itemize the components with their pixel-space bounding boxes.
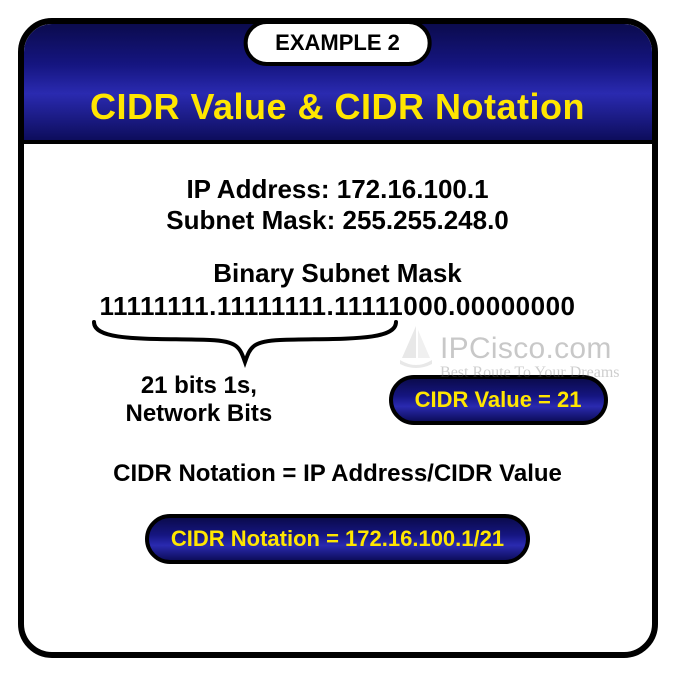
binary-title: Binary Subnet Mask xyxy=(48,258,628,289)
example-tab: EXAMPLE 2 xyxy=(243,20,432,66)
cidr-value-pill: CIDR Value = 21 xyxy=(389,375,608,425)
cidr-notation-pill-text: CIDR Notation = 172.16.100.1/21 xyxy=(171,526,504,551)
bits-line2: Network Bits xyxy=(126,400,273,428)
ip-value: 172.16.100.1 xyxy=(337,174,489,204)
content-area: IP Address: 172.16.100.1 Subnet Mask: 25… xyxy=(24,148,652,652)
ip-label: IP Address: xyxy=(186,174,336,204)
bits-line1: 21 bits 1s, xyxy=(126,372,273,400)
brace-row xyxy=(48,320,628,376)
cidr-value-pill-text: CIDR Value = 21 xyxy=(415,387,582,412)
mid-row: 21 bits 1s, Network Bits CIDR Value = 21 xyxy=(48,372,628,428)
ip-mask-block: IP Address: 172.16.100.1 Subnet Mask: 25… xyxy=(48,174,628,236)
formula-text: CIDR Notation = IP Address/CIDR Value xyxy=(48,460,628,488)
header-title: CIDR Value & CIDR Notation xyxy=(90,86,585,128)
final-row: CIDR Notation = 172.16.100.1/21 xyxy=(48,514,628,564)
mask-line: Subnet Mask: 255.255.248.0 xyxy=(48,205,628,236)
cidr-notation-pill: CIDR Notation = 172.16.100.1/21 xyxy=(145,514,530,564)
curly-brace-icon xyxy=(90,318,400,374)
mask-label: Subnet Mask: xyxy=(166,205,342,235)
infographic-card: EXAMPLE 2 CIDR Value & CIDR Notation IP … xyxy=(18,18,658,658)
mask-value: 255.255.248.0 xyxy=(342,205,508,235)
bits-text: 21 bits 1s, Network Bits xyxy=(126,372,273,428)
binary-block: Binary Subnet Mask 11111111.11111111.111… xyxy=(48,258,628,322)
ip-line: IP Address: 172.16.100.1 xyxy=(48,174,628,205)
example-tab-label: EXAMPLE 2 xyxy=(275,30,400,55)
